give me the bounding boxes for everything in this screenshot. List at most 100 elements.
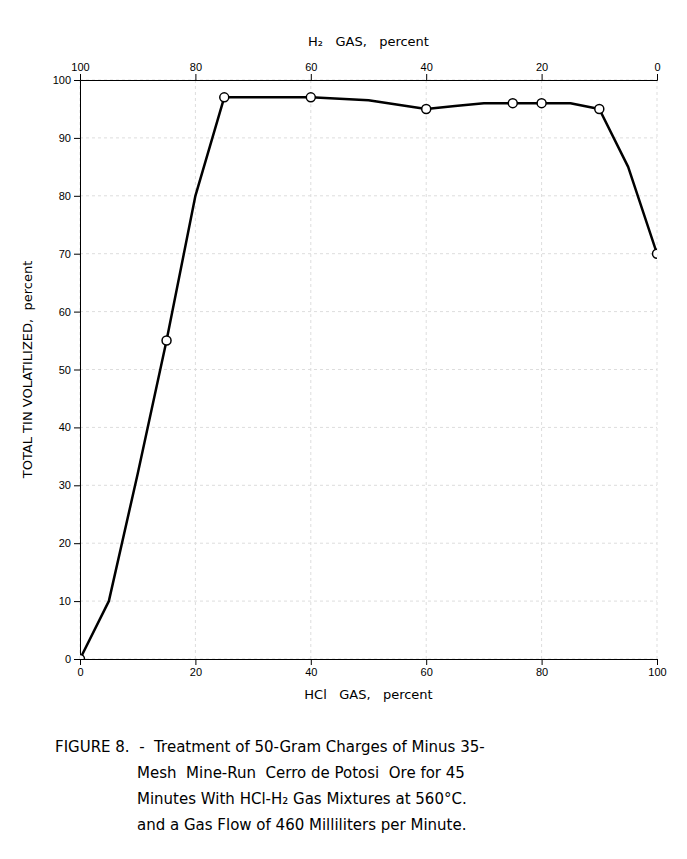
y-axis-tick-mark: [74, 138, 80, 139]
x2-axis-tick: 40: [421, 61, 433, 80]
y-axis-tick-label: 0: [65, 653, 71, 665]
x-axis: 0 20 40 60 80 100: [77, 659, 666, 678]
y-axis-tick: 10: [59, 595, 80, 607]
x-axis-tick: 0: [77, 659, 83, 678]
y-axis: 0 10 20 30 40 50 60 70 80 90 100: [53, 74, 81, 665]
y-axis-line: [74, 81, 81, 660]
x2-axis-tick-label: 60: [305, 61, 317, 73]
y-axis-title: TOTAL TIN VOLATILIZED, percent: [20, 261, 35, 480]
x2-axis-tick-mark: [426, 74, 427, 80]
x-axis-tick-label: 0: [77, 666, 83, 678]
y-axis-tick-label: 90: [59, 132, 71, 144]
y-axis-tick: 100: [53, 74, 80, 86]
x2-axis-tick-label: 0: [654, 61, 660, 73]
chart: 0 20 40 60 80 100 0 20 40 60 80 100 0 10 20 30 40 50 60 70 8…: [0, 0, 687, 859]
x-axis-title: HCl GAS, percent: [304, 687, 432, 702]
x2-axis-line: [81, 74, 658, 81]
caption-line: Mesh Mine-Run Cerro de Potosi Ore for 45: [137, 764, 465, 782]
curve: [80, 97, 657, 659]
x-axis-tick-mark: [311, 659, 312, 665]
x-axis-tick-label: 20: [190, 666, 202, 678]
y-grid-line: [80, 369, 657, 370]
y-grid-line: [80, 195, 657, 196]
y-axis-tick-mark: [74, 485, 80, 486]
x-axis-tick-mark: [426, 659, 427, 665]
y-axis-tick-label: 40: [59, 421, 71, 433]
x-axis-tick: 60: [421, 659, 433, 678]
x-axis-tick-mark: [195, 659, 196, 665]
caption: FIGURE 8. - Treatment of 50-Gram Charges…: [55, 738, 485, 834]
x-grid-line: [426, 80, 427, 659]
caption-line: and a Gas Flow of 460 Milliliters per Mi…: [137, 816, 466, 834]
x2-axis-tick-mark: [80, 74, 81, 80]
y-axis-tick-mark: [74, 427, 80, 428]
x2-axis: 0 20 40 60 80 100: [71, 61, 660, 81]
y-axis-tick-label: 100: [53, 74, 71, 86]
x-axis-line: [81, 660, 658, 666]
y-axis-tick: 90: [59, 132, 80, 144]
x2-axis-tick-label: 20: [536, 61, 548, 73]
y-axis-tick: 70: [59, 248, 80, 260]
x-axis-tick-mark: [657, 659, 658, 665]
x2-axis-tick: 60: [305, 61, 317, 80]
x2-axis-tick-label: 40: [421, 61, 433, 73]
x-axis-tick: 40: [305, 659, 317, 678]
y-axis-tick-label: 80: [59, 190, 71, 202]
plot: 0 20 40 60 80 100 0 20 40 60 80 100 0 10 20 30 40 50 60 70 8…: [20, 34, 667, 702]
x-axis-tick-mark: [542, 659, 543, 665]
data-point: [653, 249, 658, 258]
x-axis-tick: 100: [648, 659, 666, 678]
y-axis-tick-label: 50: [59, 364, 71, 376]
grid: [80, 80, 657, 659]
y-grid-line: [80, 253, 657, 254]
y-axis-tick-mark: [74, 370, 80, 371]
y-axis-tick-label: 30: [59, 479, 71, 491]
x-grid-line: [541, 80, 542, 659]
y-axis-tick-mark: [74, 543, 80, 544]
caption-line: Minutes With HCl-H₂ Gas Mixtures at 560°…: [137, 790, 467, 808]
y-grid-line: [80, 543, 657, 544]
y-axis-tick-mark: [74, 659, 80, 660]
data-point: [537, 99, 546, 108]
y-grid-line: [80, 137, 657, 138]
y-grid-line: [80, 427, 657, 428]
x2-axis-tick: 80: [190, 61, 202, 80]
data-point: [422, 104, 431, 113]
data-point: [162, 336, 171, 345]
x-axis-tick: 20: [190, 659, 202, 678]
y-grid-line: [80, 601, 657, 602]
y-axis-tick-mark: [74, 254, 80, 255]
y-axis-tick: 30: [59, 479, 80, 491]
data-point: [306, 93, 315, 102]
y-axis-tick: 40: [59, 421, 80, 433]
x-axis-tick-label: 80: [536, 666, 548, 678]
data-point: [80, 655, 85, 660]
y-axis-tick-mark: [74, 196, 80, 197]
caption-line: FIGURE 8. - Treatment of 50-Gram Charges…: [55, 738, 485, 756]
x-axis-tick: 80: [536, 659, 548, 678]
y-axis-tick: 50: [59, 364, 80, 376]
x2-axis-tick-mark: [657, 74, 658, 80]
x2-axis-tick: 0: [654, 61, 660, 80]
x2-axis-tick-mark: [542, 74, 543, 80]
y-axis-tick-mark: [74, 312, 80, 313]
x-axis-tick-label: 100: [648, 666, 666, 678]
data-point: [220, 93, 229, 102]
y-grid-line: [80, 311, 657, 312]
x-axis-tick-label: 60: [421, 666, 433, 678]
x2-axis-tick: 20: [536, 61, 548, 80]
data-point: [595, 104, 604, 113]
y-axis-tick-mark: [74, 80, 80, 81]
x2-axis-tick-mark: [195, 74, 196, 80]
data-point: [508, 99, 517, 108]
x2-axis-tick: 100: [71, 61, 89, 80]
y-axis-tick: 60: [59, 306, 80, 318]
marks: [80, 93, 657, 659]
x2-axis-tick-label: 100: [71, 61, 89, 73]
y-axis-tick: 80: [59, 190, 80, 202]
y-axis-tick-label: 20: [59, 537, 71, 549]
y-grid-line: [80, 485, 657, 486]
y-axis-tick-label: 10: [59, 595, 71, 607]
y-axis-tick-mark: [74, 601, 80, 602]
x2-axis-title: H₂ GAS, percent: [308, 34, 429, 49]
